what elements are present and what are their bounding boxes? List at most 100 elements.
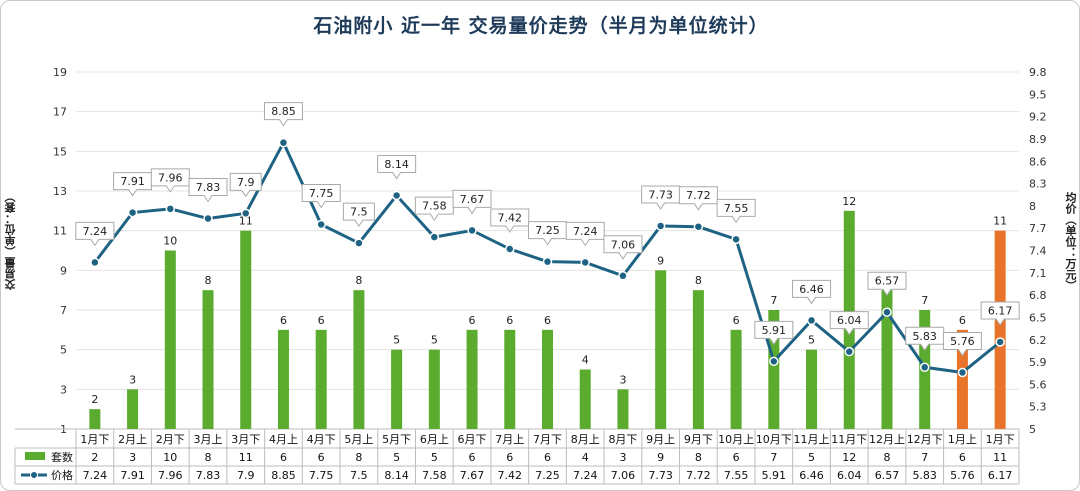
table-price-cell: 7.9 xyxy=(237,469,255,482)
price-point xyxy=(90,257,100,268)
table-count-cell: 6 xyxy=(544,451,551,464)
price-point xyxy=(995,337,1005,347)
price-value-label: 7.75 xyxy=(309,187,334,200)
x-category-label: 12月下 xyxy=(907,433,943,446)
y-right-tick-label: 8.9 xyxy=(1029,133,1047,146)
table-price-cell: 6.17 xyxy=(988,469,1013,482)
price-point xyxy=(203,213,213,224)
x-category-label: 9月下 xyxy=(684,433,713,446)
y-right-tick-label: 7.4 xyxy=(1029,245,1047,258)
price-point xyxy=(354,238,364,248)
table-count-cell: 5 xyxy=(431,451,438,464)
y-right-tick-label: 5.3 xyxy=(1029,401,1047,414)
table-price-cell: 7.24 xyxy=(83,469,108,482)
price-callout xyxy=(603,235,643,260)
bar xyxy=(89,409,101,429)
table-price-cell: 7.67 xyxy=(460,469,485,482)
table-count-cell: 7 xyxy=(921,451,928,464)
bar xyxy=(730,329,742,429)
table-price-cell: 5.91 xyxy=(762,469,787,482)
x-category-label: 1月下 xyxy=(986,433,1015,446)
price-value-label: 6.17 xyxy=(988,304,1013,317)
price-point xyxy=(542,256,553,267)
table-count-cell: 10 xyxy=(163,451,177,464)
bar-value-label: 11 xyxy=(993,215,1007,228)
x-category-label: 6月上 xyxy=(420,433,449,446)
bar xyxy=(994,230,1006,429)
table-count-cell: 8 xyxy=(355,451,362,464)
price-callout xyxy=(678,186,718,211)
y-left-tick-label: 5 xyxy=(60,344,67,357)
y-axis-right-label: 均价（单位：万元） xyxy=(1064,191,1077,291)
table-price-cell: 7.06 xyxy=(611,469,636,482)
bar-value-label: 7 xyxy=(770,294,777,307)
legend-line-marker xyxy=(30,471,38,479)
price-point xyxy=(391,190,402,201)
table-count-cell: 6 xyxy=(469,451,476,464)
bar-value-label: 5 xyxy=(808,334,815,347)
table-count-cell: 2 xyxy=(91,451,98,464)
bar-value-label: 11 xyxy=(239,215,253,228)
y-right-tick-label: 6.5 xyxy=(1029,311,1047,324)
price-value-label: 7.24 xyxy=(83,225,108,238)
price-point xyxy=(429,232,440,242)
table-price-cell: 7.55 xyxy=(724,469,749,482)
table-price-cell: 7.83 xyxy=(196,469,221,482)
bar xyxy=(240,230,252,429)
price-value-label: 7.72 xyxy=(686,189,711,202)
x-category-label: 1月上 xyxy=(948,433,977,446)
x-category-label: 6月下 xyxy=(458,433,487,446)
table-price-cell: 7.58 xyxy=(422,469,447,482)
table-count-cell: 4 xyxy=(582,451,589,464)
table-price-cell: 7.91 xyxy=(120,469,145,482)
price-value-label: 7.96 xyxy=(158,171,183,184)
price-point xyxy=(278,137,289,148)
price-callout xyxy=(490,208,530,233)
y-left-tick-label: 13 xyxy=(53,185,67,198)
price-value-label: 6.46 xyxy=(799,283,824,296)
table-price-cell: 5.83 xyxy=(912,469,937,482)
bar xyxy=(353,290,365,429)
price-callout xyxy=(754,320,794,346)
bar xyxy=(768,310,780,429)
bar xyxy=(881,290,893,429)
y-right-tick-label: 7.7 xyxy=(1029,222,1047,235)
table-count-cell: 5 xyxy=(808,451,815,464)
table-price-cell: 6.57 xyxy=(875,469,900,482)
y-right-tick-label: 9.2 xyxy=(1029,111,1047,124)
price-value-label: 8.14 xyxy=(384,158,409,171)
price-point xyxy=(165,204,176,214)
price-point xyxy=(580,257,590,268)
bar-value-label: 4 xyxy=(582,354,589,367)
bar-value-label: 6 xyxy=(506,314,513,327)
bar-value-label: 6 xyxy=(733,314,740,327)
bar xyxy=(806,349,818,429)
legend-bar-swatch xyxy=(25,452,45,460)
table-count-cell: 11 xyxy=(993,451,1007,464)
table-count-cell: 6 xyxy=(733,451,740,464)
price-value-label: 7.83 xyxy=(196,181,221,194)
price-point xyxy=(693,221,704,232)
price-value-label: 6.04 xyxy=(837,314,862,327)
table-count-cell: 6 xyxy=(959,451,966,464)
bar-value-label: 8 xyxy=(695,274,702,287)
price-callout xyxy=(301,183,341,209)
bar-value-label: 3 xyxy=(129,373,136,386)
price-callout xyxy=(452,189,492,215)
price-point xyxy=(618,271,628,281)
table-price-cell: 8.85 xyxy=(271,469,296,482)
table-price-cell: 7.73 xyxy=(648,469,673,482)
legend-bar-name: 套数 xyxy=(51,451,73,464)
price-point xyxy=(467,225,477,236)
price-point xyxy=(769,356,779,367)
table-count-cell: 8 xyxy=(695,451,702,464)
table-count-cell: 9 xyxy=(657,451,664,464)
bar xyxy=(617,389,629,429)
price-value-label: 8.85 xyxy=(271,105,296,118)
bar-value-label: 5 xyxy=(393,334,400,347)
price-point xyxy=(844,346,855,357)
table-price-cell: 7.42 xyxy=(498,469,523,482)
y-right-tick-label: 6.2 xyxy=(1029,334,1047,347)
bar xyxy=(127,389,139,429)
table-count-cell: 6 xyxy=(280,451,287,464)
